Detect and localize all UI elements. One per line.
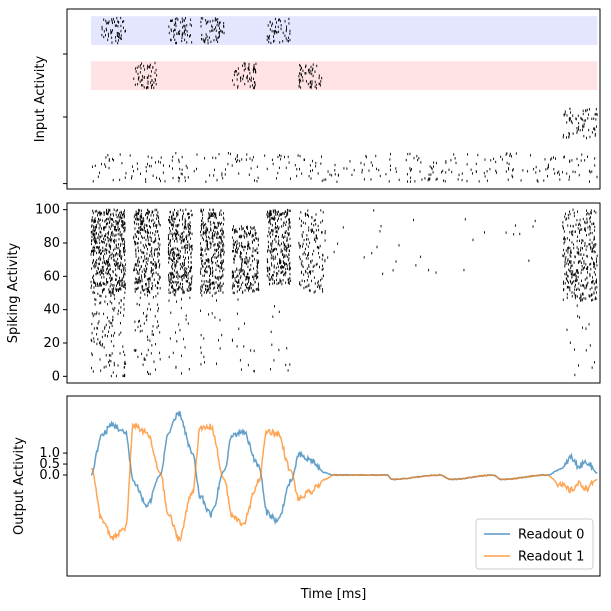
output-activity-panel: 1.00.50.0 Output Activity Time [ms] Readout…	[12, 395, 601, 602]
spike-burst	[232, 62, 257, 90]
legend-label: Readout 1	[518, 550, 584, 565]
spike-burst	[168, 293, 191, 375]
pattern-b-band	[90, 61, 598, 90]
spike-burst	[90, 292, 127, 378]
y-axis-label: Spiking Activity	[6, 242, 21, 343]
spike-burst	[562, 208, 598, 302]
y-axis-label: Input Activity	[33, 55, 48, 142]
spike-burst	[266, 17, 291, 45]
axes-frame	[66, 395, 601, 577]
spike-burst	[327, 209, 536, 276]
readout-line-0	[90, 410, 598, 525]
axes-frame	[66, 8, 601, 190]
spike-burst	[200, 17, 225, 45]
spike-burst	[231, 298, 255, 373]
x-axis-label: Time [ms]	[300, 587, 367, 602]
readout-line-1	[90, 422, 598, 543]
legend-label: Readout 0	[518, 528, 584, 543]
y-tick-label: 1.0	[39, 446, 60, 461]
y-tick-label: 0	[52, 369, 60, 384]
spike-burst	[199, 208, 225, 294]
spike-burst	[266, 208, 292, 286]
legend: Readout 0 Readout 1	[475, 518, 594, 570]
y-tick-label: 20	[43, 336, 60, 351]
spike-burst	[133, 292, 161, 376]
y-tick-label: 40	[43, 303, 60, 318]
spike-burst	[200, 292, 223, 366]
y-tick-label: 100	[35, 203, 60, 218]
spike-burst	[90, 208, 126, 295]
spike-burst	[133, 61, 158, 90]
spike-burst	[298, 63, 323, 90]
spike-burst	[168, 17, 193, 45]
y-tick-label: 0.5	[39, 457, 60, 472]
y-tick-label: 60	[43, 269, 60, 284]
spike-burst	[269, 305, 291, 372]
spike-burst	[231, 225, 260, 295]
y-axis-label: Output Activity	[12, 437, 27, 535]
spike-burst	[566, 304, 595, 377]
spike-burst	[167, 208, 193, 295]
spike-burst	[101, 16, 126, 45]
y-tick-label: 80	[43, 236, 60, 251]
spike-burst	[91, 151, 598, 183]
pattern-a-band	[90, 16, 598, 45]
spike-burst	[298, 209, 326, 294]
spiking-activity-panel: 0 20 40 60 80 100 Spiking Activity	[6, 202, 601, 384]
y-tick-label: 0.0	[39, 468, 60, 483]
input-activity-panel: Input Activity	[33, 8, 601, 190]
spike-burst	[562, 107, 598, 140]
axes-frame	[66, 202, 601, 384]
spike-burst	[133, 208, 161, 294]
